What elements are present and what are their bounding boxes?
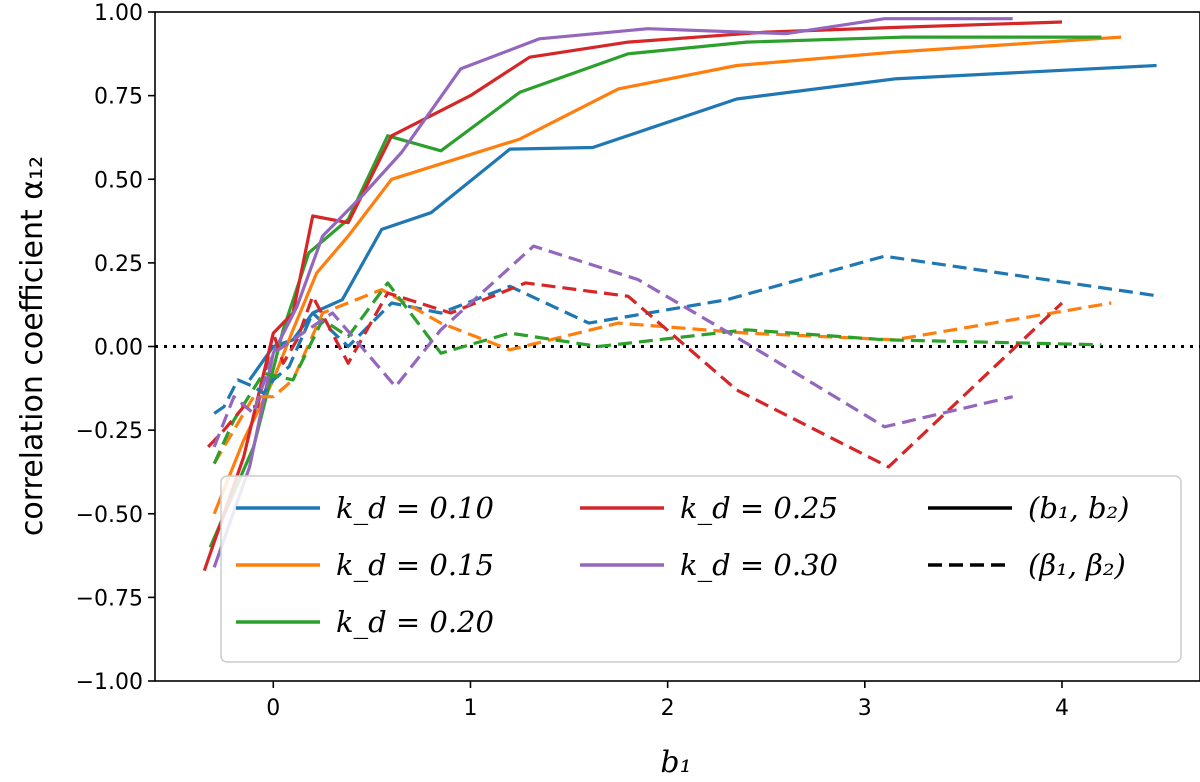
series-line-k-d-0-20-beta1-beta2 [212,281,1102,465]
legend-label: k_d = 0.30 [680,548,838,583]
x-tick-label: 0 [266,696,280,721]
y-tick-label: 0.25 [94,252,143,277]
series-line-k-d-0-10-beta1-beta2 [213,254,1161,415]
x-tick-label: 4 [1055,696,1069,721]
series-line-k-d-0-30-beta1-beta2 [212,244,1014,448]
series-line-k-d-0-20-b1-b2 [208,35,1102,548]
y-tick-label: 1.00 [94,1,143,26]
series-line-k-d-0-30-b1-b2 [212,17,1013,568]
y-tick-label: −1.00 [76,670,143,695]
legend-label: k_d = 0.15 [336,548,494,583]
series-line-k-d-0-10-b1-b2 [248,63,1157,381]
series-line-k-d-0-15-b1-b2 [212,35,1122,515]
y-tick-label: 0.50 [94,168,143,193]
series-group [202,17,1161,572]
y-tick-label: −0.50 [76,503,143,528]
legend-label: k_d = 0.20 [336,605,494,640]
x-tick-label: 2 [661,696,675,721]
series-line-k-d-0-25-beta1-beta2 [207,281,1064,469]
legend-label: (β₁, β₂) [1028,548,1126,582]
x-axis-title: b₁ [660,745,691,780]
series-line-k-d-0-15-beta1-beta2 [212,288,1112,465]
legend-box [220,475,1182,663]
y-tick-label: −0.75 [76,586,143,611]
legend-label: k_d = 0.10 [336,491,494,526]
y-tick-label: 0.75 [94,85,143,110]
x-ticks-group: 0 1 2 3 4 [266,681,1069,721]
legend-label: (b₁, b₂) [1028,491,1129,525]
legend-label: k_d = 0.25 [680,491,838,526]
x-tick-label: 1 [463,696,477,721]
x-tick-label: 3 [858,696,872,721]
y-ticks-group: −1.00 −0.75 −0.50 −0.25 0.00 0.25 0.50 0.75 1.00 [76,1,155,695]
y-axis-title: correlation coefficient α₁₂ [15,156,50,536]
y-tick-label: 0.00 [94,336,143,361]
y-tick-label: −0.25 [76,419,143,444]
legend: k_d = 0.10 k_d = 0.15 k_d = 0.20 k_d = 0.25… [220,475,1182,663]
